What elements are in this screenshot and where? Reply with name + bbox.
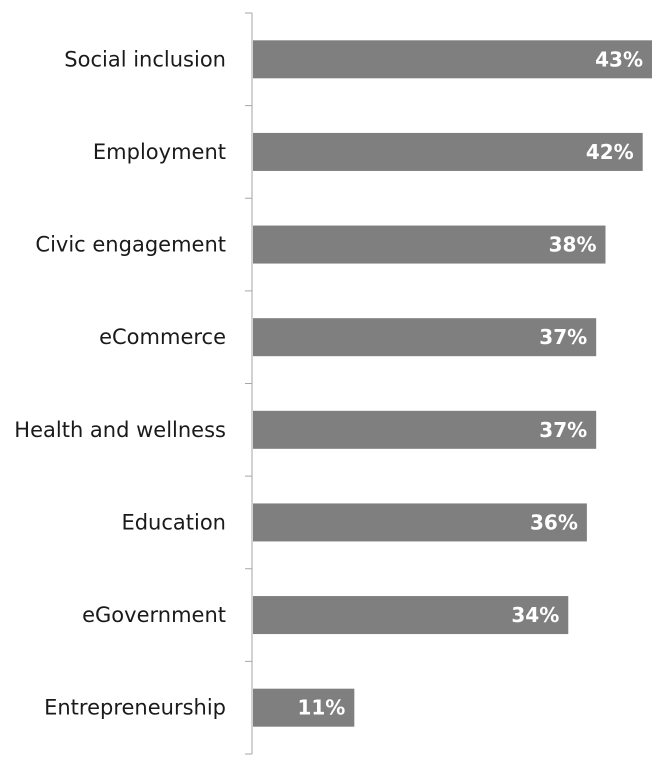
bar-value-label: 38% [549, 233, 597, 257]
bar-value-label: 37% [539, 325, 587, 349]
category-label: Employment [93, 140, 226, 164]
bar-value-label: 11% [297, 696, 345, 720]
bar [253, 596, 569, 635]
category-label: Social inclusion [64, 47, 226, 71]
category-label: Entrepreneurship [44, 696, 226, 720]
bar-value-label: 34% [511, 603, 559, 627]
bar [253, 410, 597, 449]
bars-group: 43% 42% 38% 37% 37% 36% 34% 11% [253, 40, 652, 727]
bar [253, 132, 643, 171]
bar [253, 503, 587, 542]
bar [253, 318, 597, 357]
bar-value-label: 43% [595, 47, 643, 71]
category-label: eGovernment [82, 603, 226, 627]
bar-value-label: 42% [586, 140, 634, 164]
bar [253, 40, 652, 79]
category-label: Health and wellness [14, 418, 226, 442]
category-label: eCommerce [99, 325, 226, 349]
category-labels: Social inclusion Employment Civic engageme… [14, 47, 226, 719]
bar [253, 688, 355, 727]
bar-value-label: 37% [539, 418, 587, 442]
category-label: Education [121, 510, 226, 534]
bar [253, 225, 606, 264]
category-label: Civic engagement [35, 233, 226, 257]
category-axis [245, 12, 253, 755]
bar-value-label: 36% [530, 510, 578, 534]
